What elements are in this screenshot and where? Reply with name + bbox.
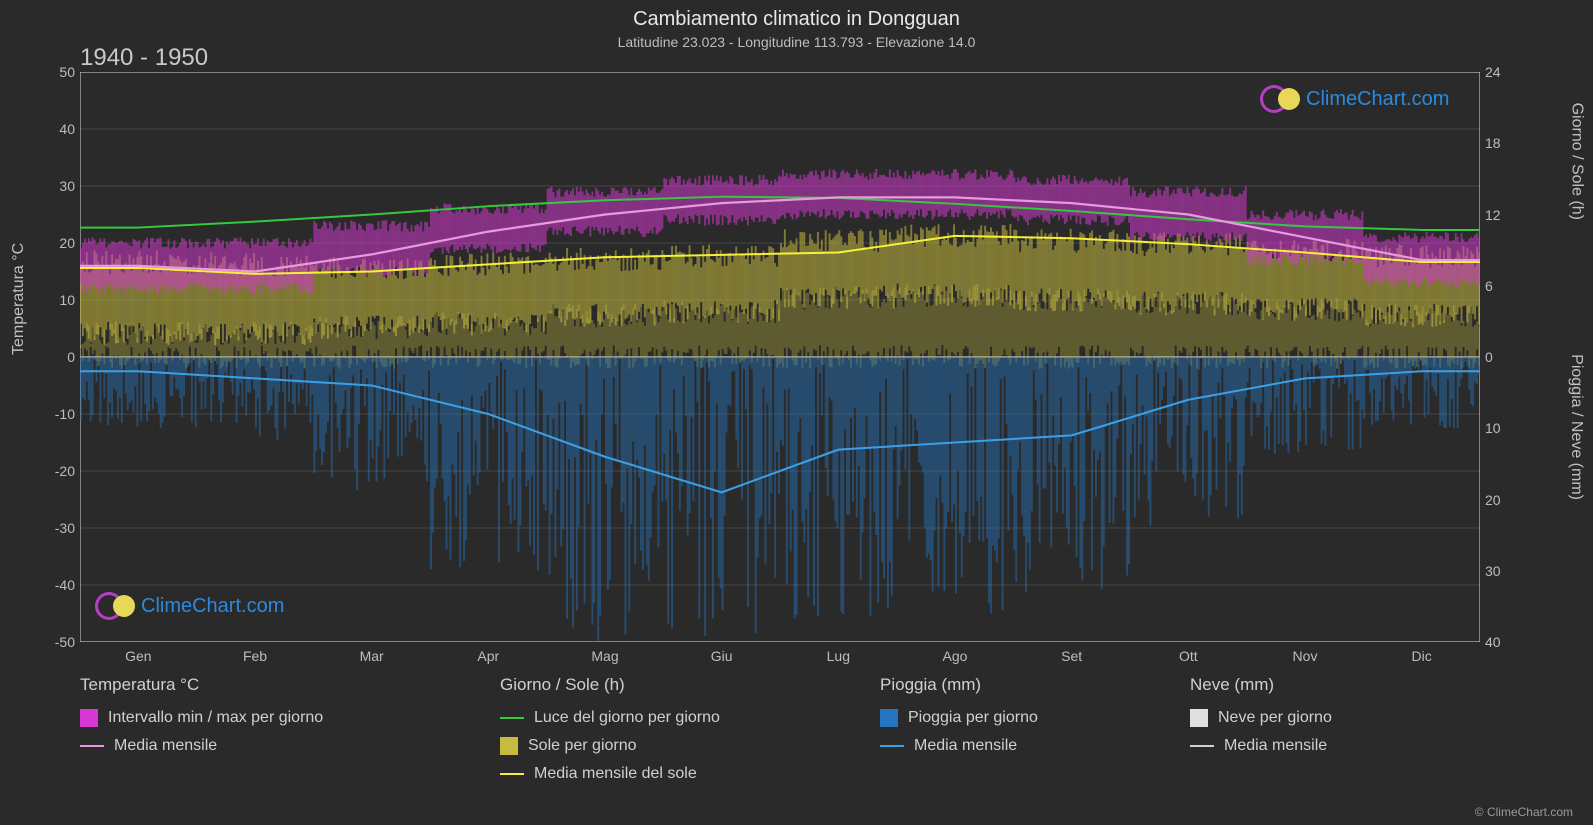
copyright: © ClimeChart.com: [1475, 805, 1573, 819]
legend-col-daysun: Giorno / Sole (h) Luce del giorno per gi…: [500, 675, 840, 783]
period-label: 1940 - 1950: [80, 44, 208, 72]
plot-area: [80, 72, 1480, 642]
legend-rain-day-label: Pioggia per giorno: [908, 709, 1038, 727]
chart-subtitle: Latitudine 23.023 - Longitudine 113.793 …: [0, 34, 1593, 50]
x-tick-month: Mar: [360, 648, 384, 664]
climate-chart: Cambiamento climatico in Dongguan Latitu…: [0, 0, 1593, 825]
swatch-snow: [1190, 709, 1208, 727]
legend-snow-day: Neve per giorno: [1190, 709, 1450, 727]
legend-col-temp: Temperatura °C Intervallo min / max per …: [80, 675, 460, 783]
legend-rain-mean-label: Media mensile: [914, 737, 1017, 755]
left-tick: -20: [25, 463, 75, 479]
swatch-daylight: [500, 717, 524, 719]
swatch-temp-range: [80, 709, 98, 727]
x-tick-month: Lug: [827, 648, 850, 664]
left-tick: -40: [25, 577, 75, 593]
right-tick-hour: 0: [1485, 349, 1535, 365]
left-tick: 10: [25, 292, 75, 308]
x-tick-month: Feb: [243, 648, 267, 664]
y-axis-right-top-label: Giorno / Sole (h): [1567, 103, 1585, 220]
watermark-text: ClimeChart.com: [1306, 88, 1449, 111]
legend-daylight: Luce del giorno per giorno: [500, 709, 840, 727]
watermark-top: ClimeChart.com: [1260, 85, 1449, 113]
legend-sun-mean-label: Media mensile del sole: [534, 765, 697, 783]
swatch-snow-mean: [1190, 745, 1214, 747]
watermark-text: ClimeChart.com: [141, 595, 284, 618]
right-tick-mm: 10: [1485, 420, 1535, 436]
legend-snow-day-label: Neve per giorno: [1218, 709, 1332, 727]
left-tick: 0: [25, 349, 75, 365]
left-tick: -10: [25, 406, 75, 422]
legend-temp-range-label: Intervallo min / max per giorno: [108, 709, 323, 727]
legend-sun-mean: Media mensile del sole: [500, 765, 840, 783]
left-tick: -50: [25, 634, 75, 650]
right-tick-mm: 20: [1485, 492, 1535, 508]
legend-col-rain: Pioggia (mm) Pioggia per giorno Media me…: [880, 675, 1150, 783]
swatch-rain: [880, 709, 898, 727]
watermark-bottom: ClimeChart.com: [95, 592, 284, 620]
x-tick-month: Ago: [943, 648, 968, 664]
right-tick-hour: 6: [1485, 278, 1535, 294]
left-tick: 20: [25, 235, 75, 251]
legend-daysun-title: Giorno / Sole (h): [500, 675, 840, 695]
x-tick-month: Set: [1061, 648, 1082, 664]
legend-daylight-label: Luce del giorno per giorno: [534, 709, 720, 727]
right-tick-hour: 12: [1485, 207, 1535, 223]
legend-rain-title: Pioggia (mm): [880, 675, 1150, 695]
legend-temp-mean-label: Media mensile: [114, 737, 217, 755]
x-tick-month: Dic: [1412, 648, 1432, 664]
logo-sun-icon: [1278, 88, 1300, 110]
right-tick-mm: 30: [1485, 563, 1535, 579]
left-tick: 50: [25, 64, 75, 80]
legend-temp-mean: Media mensile: [80, 737, 460, 755]
logo-sun-icon: [113, 595, 135, 617]
x-tick-month: Mag: [591, 648, 618, 664]
y-axis-right-bottom-label: Pioggia / Neve (mm): [1567, 354, 1585, 500]
legend-temp-title: Temperatura °C: [80, 675, 460, 695]
legend-rain-day: Pioggia per giorno: [880, 709, 1150, 727]
legend-col-snow: Neve (mm) Neve per giorno Media mensile: [1190, 675, 1450, 783]
swatch-sun: [500, 737, 518, 755]
left-tick: 30: [25, 178, 75, 194]
x-tick-month: Nov: [1293, 648, 1318, 664]
legend-rain-mean: Media mensile: [880, 737, 1150, 755]
left-tick: -30: [25, 520, 75, 536]
right-tick-hour: 24: [1485, 64, 1535, 80]
chart-title: Cambiamento climatico in Dongguan: [0, 8, 1593, 31]
legend-temp-range: Intervallo min / max per giorno: [80, 709, 460, 727]
left-tick: 40: [25, 121, 75, 137]
x-tick-month: Giu: [711, 648, 733, 664]
x-tick-month: Ott: [1179, 648, 1198, 664]
legend: Temperatura °C Intervallo min / max per …: [80, 675, 1500, 783]
legend-snow-mean: Media mensile: [1190, 737, 1450, 755]
x-tick-month: Apr: [477, 648, 499, 664]
legend-sun: Sole per giorno: [500, 737, 840, 755]
swatch-sun-mean: [500, 773, 524, 775]
right-tick-hour: 18: [1485, 135, 1535, 151]
legend-snow-mean-label: Media mensile: [1224, 737, 1327, 755]
right-tick-mm: 40: [1485, 634, 1535, 650]
swatch-temp-mean: [80, 745, 104, 747]
plot-svg: [80, 72, 1480, 642]
legend-snow-title: Neve (mm): [1190, 675, 1450, 695]
legend-sun-label: Sole per giorno: [528, 737, 637, 755]
swatch-rain-mean: [880, 745, 904, 747]
x-tick-month: Gen: [125, 648, 151, 664]
